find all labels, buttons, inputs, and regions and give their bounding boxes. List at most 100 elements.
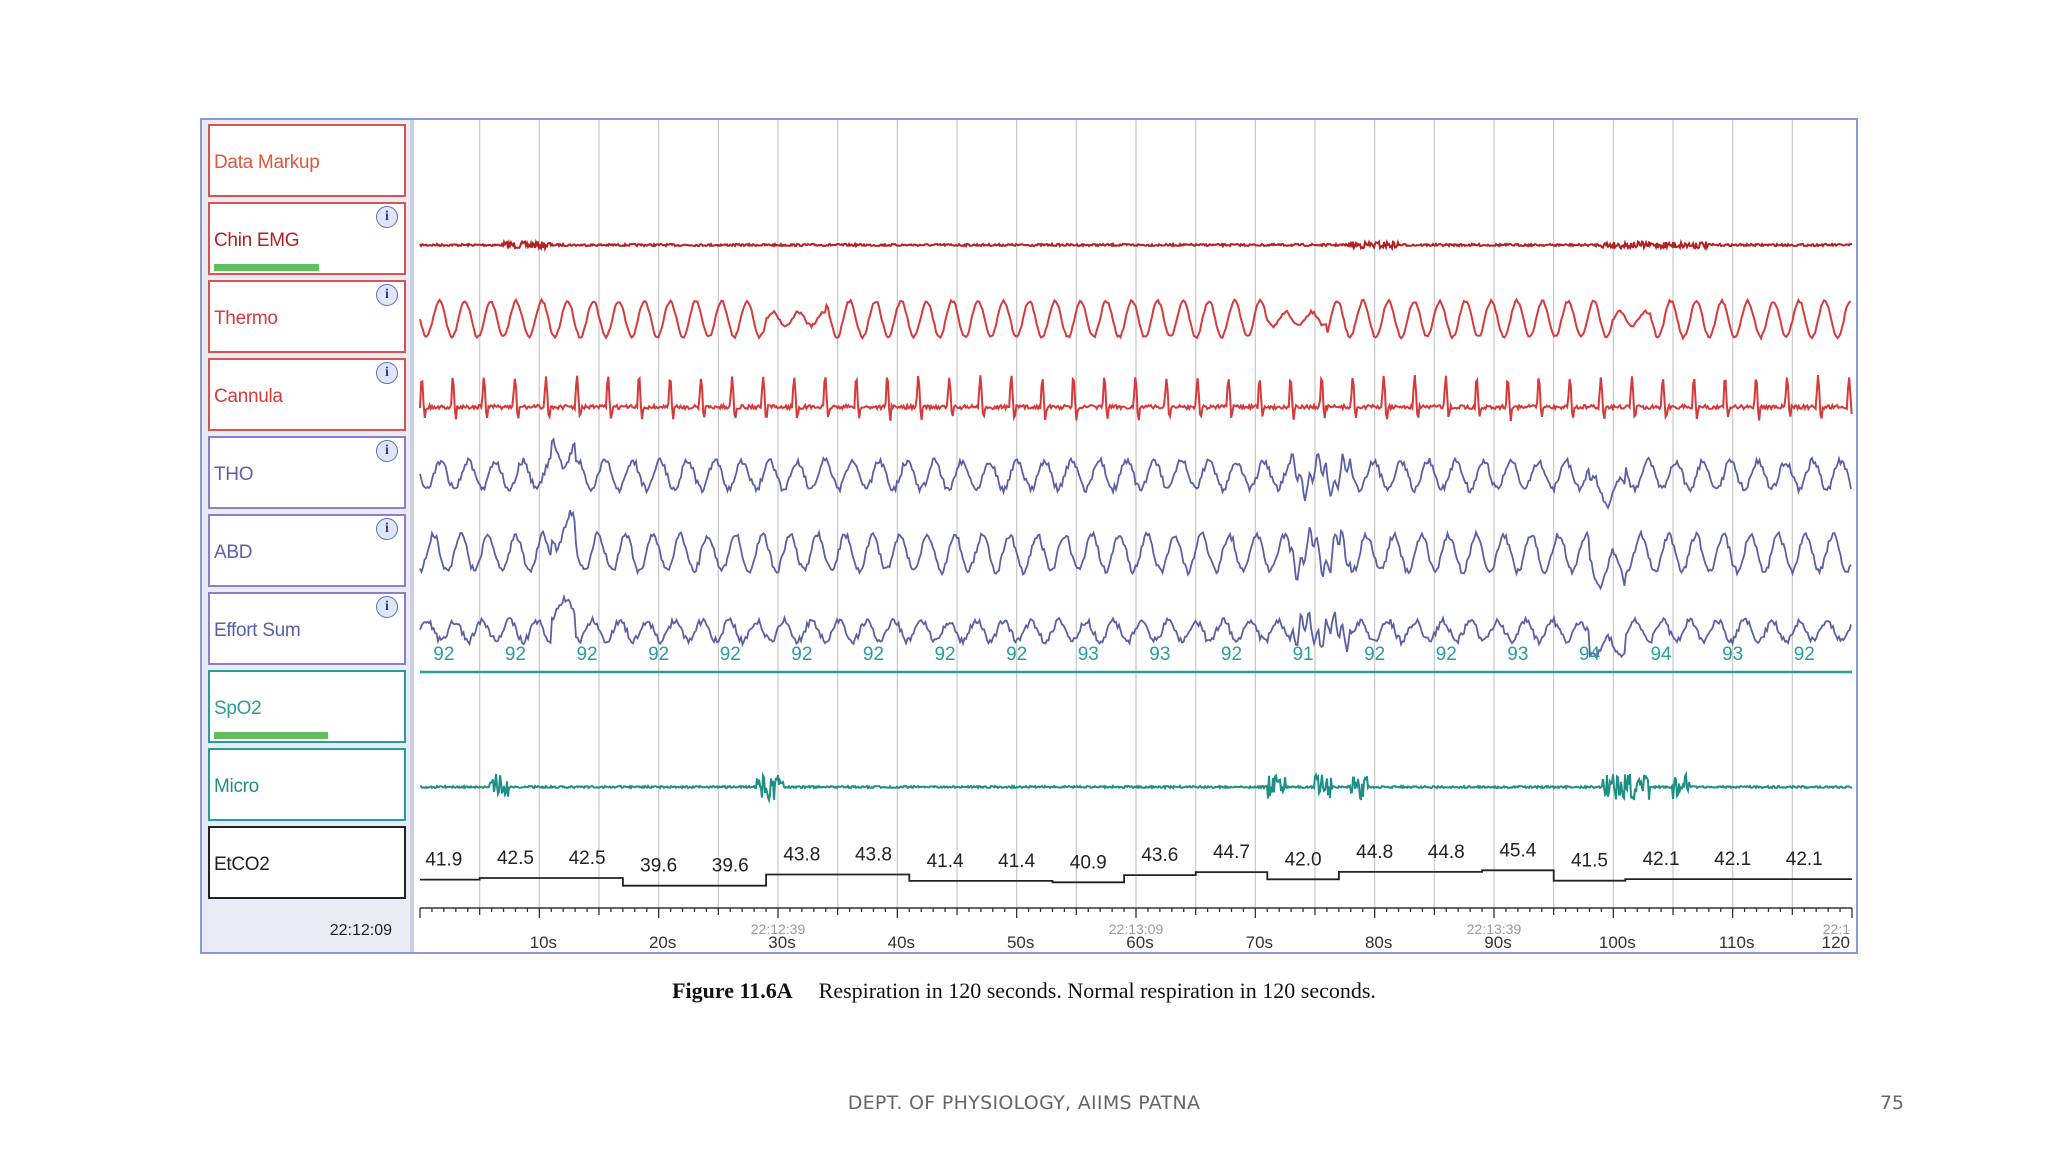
- caption-text: Respiration in 120 seconds. Normal respi…: [818, 978, 1376, 1003]
- etco2-value: 43.6: [1141, 845, 1178, 866]
- time-tick-label: 80s: [1365, 933, 1392, 952]
- channel-label: Chin EMG: [214, 230, 300, 251]
- abd-trace: [419, 510, 1852, 591]
- spo2-value: 92: [1006, 644, 1027, 665]
- thermo-trace: [419, 297, 1852, 341]
- info-icon[interactable]: i: [376, 518, 398, 540]
- etco2-value: 39.6: [640, 856, 677, 877]
- channel-tho[interactable]: THO i: [208, 436, 406, 509]
- start-time-label: 22:12:09: [329, 922, 392, 939]
- spo2-value: 92: [576, 644, 597, 665]
- spo2-value: 92: [1794, 644, 1815, 665]
- etco2-value: 41.4: [927, 851, 964, 872]
- time-tick-label: 120: [1822, 933, 1850, 952]
- plot-area: 92 92 92 92 92 92 92 92 92 93 93 92 91 92 92 93 94 94 93 92…: [414, 120, 1856, 952]
- caption-label: Figure 11.6A: [672, 978, 793, 1003]
- info-icon[interactable]: i: [376, 596, 398, 618]
- channel-data-markup[interactable]: Data Markup: [208, 124, 406, 197]
- etco2-value: 42.0: [1285, 849, 1322, 870]
- channel-spo2[interactable]: SpO2: [208, 670, 406, 743]
- etco2-value: 45.4: [1499, 840, 1536, 861]
- cannula-trace: [419, 375, 1853, 422]
- page-number: 75: [1879, 1092, 1904, 1114]
- spo2-value: 92: [505, 644, 526, 665]
- etco2-value: 42.5: [569, 848, 606, 869]
- time-tick-label: 70s: [1246, 933, 1273, 952]
- etco2-trace: [420, 869, 1852, 887]
- spo2-value: 92: [720, 644, 741, 665]
- channel-micro[interactable]: Micro: [208, 748, 406, 821]
- channel-label: Cannula: [214, 386, 283, 407]
- channel-label: SpO2: [214, 698, 262, 719]
- footer-department: DEPT. OF PHYSIOLOGY, AIIMS PATNA: [847, 1092, 1201, 1114]
- channel-label: Effort Sum: [214, 620, 301, 641]
- spo2-value: 92: [1436, 644, 1457, 665]
- spo2-value: 93: [1722, 644, 1743, 665]
- info-icon[interactable]: i: [376, 440, 398, 462]
- time-tick-label: 30s: [768, 933, 795, 952]
- clock-tick-label: 22:12:39: [751, 921, 806, 937]
- etco2-value: 42.1: [1786, 849, 1823, 870]
- etco2-value: 41.9: [425, 850, 462, 871]
- etco2-value: 40.9: [1070, 852, 1107, 873]
- info-icon[interactable]: i: [376, 362, 398, 384]
- spo2-value: 93: [1149, 644, 1170, 665]
- time-tick-label: 40s: [888, 933, 915, 952]
- signal-level-bar: [214, 264, 319, 271]
- time-tick-label: 110s: [1719, 933, 1755, 952]
- time-tick-label: 60s: [1126, 933, 1153, 952]
- etco2-value: 43.8: [783, 845, 820, 866]
- clock-tick-label: 22:13:39: [1467, 921, 1522, 937]
- etco2-value: 42.5: [497, 848, 534, 869]
- time-tick-label: 100s: [1599, 933, 1636, 952]
- spo2-value: 92: [1221, 644, 1242, 665]
- etco2-value: 41.4: [998, 851, 1035, 872]
- effort-sum-trace: [419, 593, 1852, 659]
- spo2-value: 94: [1650, 644, 1672, 665]
- chin-emg-trace: [419, 238, 1853, 253]
- spo2-value: 92: [791, 644, 812, 665]
- channel-label: Thermo: [214, 308, 278, 329]
- etco2-value: 39.6: [712, 856, 749, 877]
- spo2-value: 91: [1292, 644, 1313, 665]
- channel-label: ABD: [214, 542, 253, 563]
- channel-effort-sum[interactable]: Effort Sum i: [208, 592, 406, 665]
- spo2-value: 92: [1364, 644, 1385, 665]
- signal-plot: 92 92 92 92 92 92 92 92 92 93 93 92 91 92 92 93 94 94 93 92…: [419, 120, 1853, 952]
- etco2-value: 43.8: [855, 845, 892, 866]
- time-tick-label: 10s: [530, 933, 557, 952]
- micro-trace: [419, 770, 1853, 804]
- channel-label: Micro: [214, 776, 259, 797]
- clock-tick-label: 22:13:09: [1109, 921, 1164, 937]
- time-tick-label: 90s: [1484, 933, 1511, 952]
- clock-tick-label: 22:1: [1823, 921, 1850, 937]
- etco2-value: 44.7: [1213, 842, 1250, 863]
- channel-cannula[interactable]: Cannula i: [208, 358, 406, 431]
- channel-label: Data Markup: [214, 152, 320, 173]
- spo2-value: 94: [1579, 644, 1601, 665]
- spo2-value: 92: [433, 644, 454, 665]
- tho-trace: [419, 437, 1852, 511]
- spo2-value: 92: [648, 644, 669, 665]
- channel-thermo[interactable]: Thermo i: [208, 280, 406, 353]
- signal-level-bar: [214, 732, 328, 739]
- channel-label: THO: [214, 464, 254, 485]
- spo2-value: 93: [1507, 644, 1528, 665]
- channel-etco2[interactable]: EtCO2: [208, 826, 406, 899]
- etco2-value: 41.5: [1571, 851, 1608, 872]
- channel-abd[interactable]: ABD i: [208, 514, 406, 587]
- etco2-value: 42.1: [1643, 849, 1680, 870]
- etco2-value: 44.8: [1356, 842, 1393, 863]
- channel-chin-emg[interactable]: Chin EMG i: [208, 202, 406, 275]
- etco2-value: 42.1: [1714, 849, 1751, 870]
- info-icon[interactable]: i: [376, 284, 398, 306]
- channel-label: EtCO2: [214, 854, 270, 875]
- spo2-value: 92: [934, 644, 955, 665]
- spo2-value: 92: [863, 644, 884, 665]
- figure-caption: Figure 11.6A Respiration in 120 seconds. …: [0, 978, 2048, 1004]
- polysomnography-figure: Data Markup Chin EMG i Thermo i Cannula i THO i A…: [200, 118, 1858, 954]
- spo2-value: 93: [1078, 644, 1099, 665]
- info-icon[interactable]: i: [376, 206, 398, 228]
- time-tick-label: 20s: [649, 933, 676, 952]
- etco2-value: 44.8: [1428, 842, 1465, 863]
